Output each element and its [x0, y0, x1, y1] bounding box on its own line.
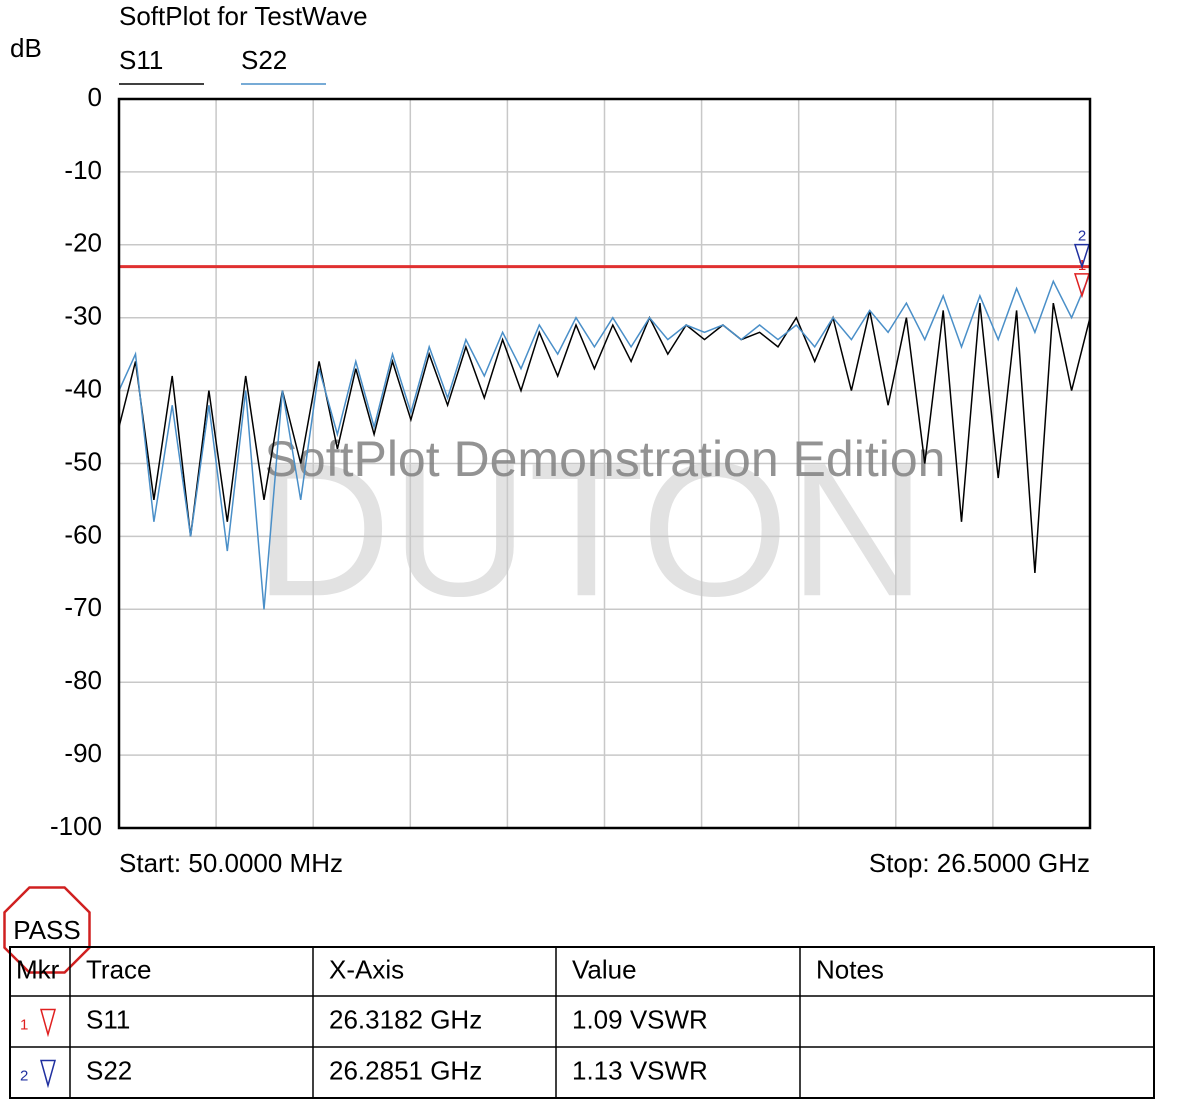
y-tick-label: -10 — [64, 155, 102, 185]
y-tick-label: -50 — [64, 446, 102, 476]
status-label: PASS — [13, 915, 80, 945]
legend-label: S22 — [241, 45, 287, 75]
status-stamp — [3, 886, 91, 974]
y-tick-label: -90 — [64, 738, 102, 768]
table-marker-number: 2 — [20, 1067, 28, 1084]
marker — [1073, 273, 1091, 299]
y-tick-label: -80 — [64, 665, 102, 695]
table-header: Value — [572, 954, 637, 984]
y-tick-label: -40 — [64, 373, 102, 403]
y-tick-label: 0 — [88, 82, 102, 112]
watermark: SoftPlot Demonstration Edition — [265, 431, 946, 487]
start-label: Start: 50.0000 MHz — [119, 848, 343, 878]
y-tick-label: -70 — [64, 592, 102, 622]
table-marker-number: 1 — [20, 1016, 28, 1033]
table-header: Notes — [816, 954, 884, 984]
table-cell: S11 — [86, 1004, 130, 1034]
y-tick-label: -100 — [50, 811, 102, 841]
table-header: Mkr — [16, 954, 60, 984]
series-line — [118, 273, 1091, 610]
table-marker-icon — [40, 1059, 56, 1089]
table-cell: S22 — [86, 1055, 132, 1085]
y-tick-label: -30 — [64, 301, 102, 331]
y-tick-label: -20 — [64, 228, 102, 258]
stop-label: Stop: 26.5000 GHz — [869, 848, 1090, 878]
table-cell: 26.3182 GHz — [329, 1004, 482, 1034]
table-header: Trace — [86, 954, 152, 984]
table-marker-icon — [40, 1008, 56, 1038]
marker — [1073, 243, 1091, 270]
table-cell: 26.2851 GHz — [329, 1055, 482, 1085]
table-frame — [9, 946, 1155, 1099]
watermark: DUTON — [254, 424, 926, 636]
plot-frame — [117, 97, 1092, 830]
table-header: X-Axis — [329, 954, 404, 984]
legend-label: S11 — [119, 45, 163, 75]
y-tick-label: -60 — [64, 519, 102, 549]
y-axis-label: dB — [10, 33, 42, 63]
marker-label: 2 — [1078, 228, 1086, 245]
table-cell: 1.13 VSWR — [572, 1055, 708, 1085]
series-line — [118, 302, 1091, 573]
chart-title: SoftPlot for TestWave — [119, 1, 368, 31]
table-cell: 1.09 VSWR — [572, 1004, 708, 1034]
